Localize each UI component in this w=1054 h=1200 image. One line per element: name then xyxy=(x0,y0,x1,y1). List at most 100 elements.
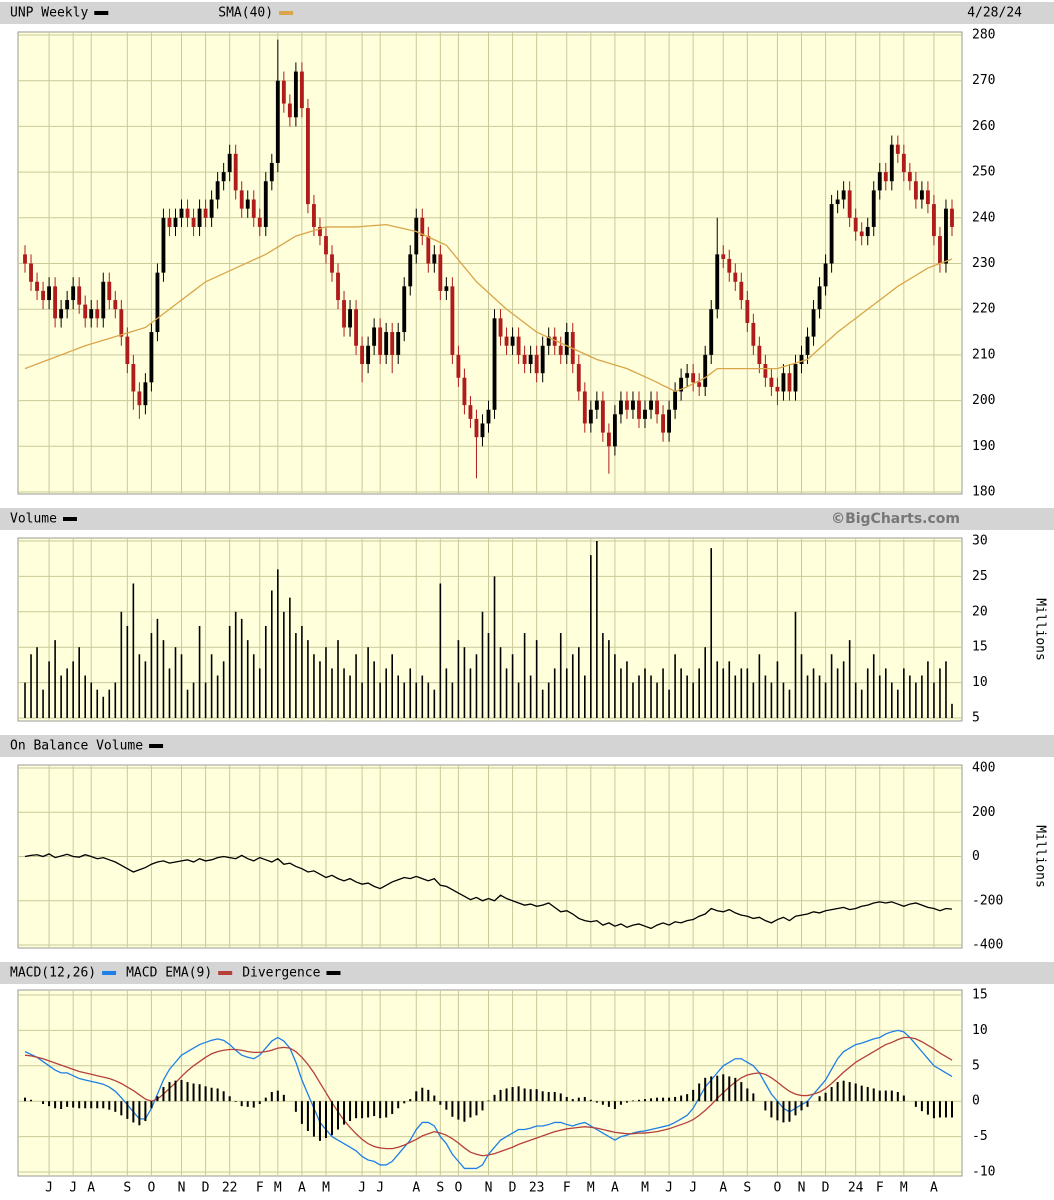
legend-label: On Balance Volume xyxy=(10,739,143,754)
x-tick-label: J xyxy=(689,1181,697,1196)
candle-body xyxy=(23,254,27,264)
candle-body xyxy=(125,336,130,365)
candle-body xyxy=(938,236,942,264)
y-tick-label: 400 xyxy=(972,761,995,776)
y-tick-label: 5 xyxy=(972,711,980,726)
candle-body xyxy=(468,405,473,419)
candle-body xyxy=(324,236,328,255)
y-tick-label: -5 xyxy=(972,1129,988,1144)
candle-body xyxy=(251,199,256,218)
panel-header xyxy=(0,962,1054,984)
y-tick-label: 30 xyxy=(972,534,988,549)
y-axis-label: Millions xyxy=(1033,598,1048,661)
candle-body xyxy=(877,172,882,191)
legend-label: Divergence xyxy=(242,966,320,981)
candle-body xyxy=(354,309,359,346)
candle-body xyxy=(655,400,659,415)
candle-body xyxy=(516,336,521,355)
series-line xyxy=(24,1029,953,1170)
candle-body xyxy=(101,281,106,319)
candle-body xyxy=(149,332,154,383)
x-tick-label: F xyxy=(256,1181,264,1196)
candle-body xyxy=(95,309,100,319)
candle-body xyxy=(673,391,678,410)
plot-area xyxy=(17,989,963,1177)
candle-body xyxy=(618,400,623,415)
candle-body xyxy=(83,304,88,319)
candle-body xyxy=(913,181,918,200)
plot-area xyxy=(17,537,963,722)
x-tick-label: J xyxy=(665,1181,673,1196)
candle-body xyxy=(859,231,864,237)
candle-body xyxy=(119,309,124,337)
candle-body xyxy=(763,364,768,378)
candle-body xyxy=(739,281,744,301)
y-tick-label: 220 xyxy=(972,302,995,317)
candle-body xyxy=(582,391,587,424)
candle-body xyxy=(805,336,810,355)
candle-body xyxy=(775,386,780,392)
candle-body xyxy=(59,309,64,319)
x-tick-label: M xyxy=(322,1181,330,1196)
candle-body xyxy=(275,80,280,163)
x-tick-label: 24 xyxy=(848,1181,864,1196)
x-tick-label: J xyxy=(358,1181,366,1196)
candle-body xyxy=(318,226,322,237)
candle-body xyxy=(474,418,479,438)
series-line xyxy=(24,1036,953,1157)
candle-body xyxy=(534,354,539,374)
candle-body xyxy=(113,300,118,310)
candle-body xyxy=(312,204,316,227)
candle-body xyxy=(420,217,425,237)
candle-body xyxy=(625,400,629,410)
x-tick-label: O xyxy=(148,1181,156,1196)
candle-body xyxy=(721,254,726,259)
candle-body xyxy=(944,208,948,264)
candle-body xyxy=(594,400,599,410)
candle-body xyxy=(402,286,407,333)
candle-body xyxy=(107,281,112,301)
candle-body xyxy=(769,377,774,387)
x-tick-label: S xyxy=(436,1181,444,1196)
candle-body xyxy=(305,108,310,205)
candle-body xyxy=(77,286,82,305)
candle-body xyxy=(733,272,738,282)
x-tick-label: M xyxy=(900,1181,908,1196)
panel-header xyxy=(0,2,1054,24)
candle-body xyxy=(895,144,900,154)
candle-body xyxy=(426,236,431,264)
candle-body xyxy=(558,345,563,355)
candle-body xyxy=(715,254,720,310)
y-tick-label: 25 xyxy=(972,569,988,584)
candle-body xyxy=(239,190,244,209)
candle-body xyxy=(330,254,334,273)
candle-body xyxy=(360,345,365,365)
candle-body xyxy=(155,272,160,333)
candle-body xyxy=(841,190,846,200)
candle-body xyxy=(576,364,581,392)
x-tick-label: A xyxy=(611,1181,619,1196)
y-tick-label: 10 xyxy=(972,675,988,690)
candle-body xyxy=(293,71,298,118)
candle-body xyxy=(456,354,461,378)
y-tick-label: 260 xyxy=(972,119,995,134)
y-tick-label: 15 xyxy=(972,640,988,655)
candle-body xyxy=(925,190,930,205)
candle-body xyxy=(661,414,665,433)
candle-body xyxy=(540,345,545,374)
candle-body xyxy=(631,400,635,410)
y-tick-label: 0 xyxy=(972,849,980,864)
x-tick-label: N xyxy=(485,1181,493,1196)
candle-body xyxy=(438,254,443,291)
candle-body xyxy=(336,272,340,301)
candle-body xyxy=(564,332,569,355)
candle-body xyxy=(853,217,858,232)
candle-body xyxy=(366,345,371,365)
candle-body xyxy=(691,373,696,383)
x-tick-label: A xyxy=(87,1181,95,1196)
candle-body xyxy=(41,290,45,301)
candle-body xyxy=(444,286,449,291)
candle-body xyxy=(143,382,148,406)
y-tick-label: 200 xyxy=(972,393,995,408)
y-tick-label: 230 xyxy=(972,256,995,271)
